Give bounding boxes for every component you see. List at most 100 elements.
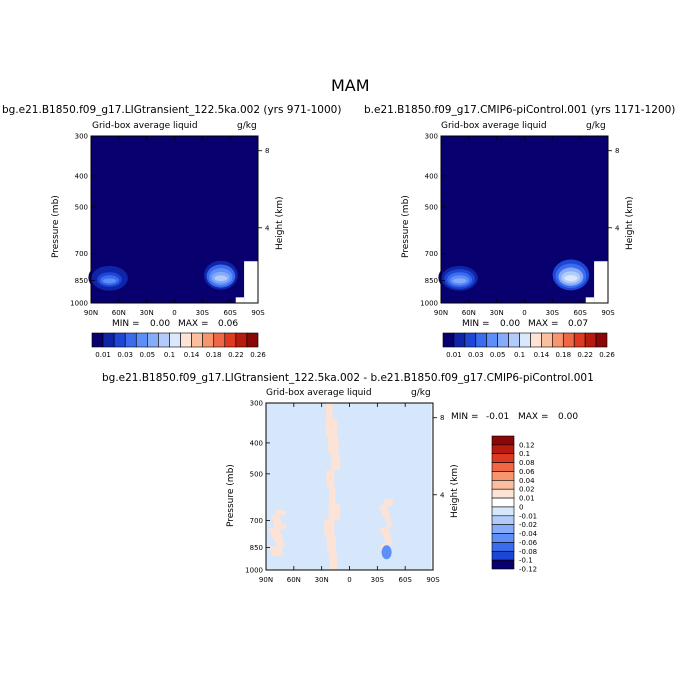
- panel1-colorbar-box: [224, 332, 237, 348]
- panel3-positive-band-1: [275, 510, 286, 516]
- panel3-colorbar-box: [491, 550, 515, 561]
- panel3-plot: [266, 403, 433, 571]
- panel2-colorbar-label: 0.14: [534, 351, 550, 359]
- panel3-positive-band-0: [324, 519, 335, 538]
- panel3-x-tick-label: 30N: [315, 576, 329, 584]
- panel3-positive-band-1: [268, 528, 281, 534]
- panel3-colorbar-label: -0.08: [519, 548, 537, 556]
- panel1-colorbar-label: 0.05: [140, 351, 156, 359]
- panel3-x-tick-label: 30S: [371, 576, 385, 584]
- panel3-units: g/kg: [411, 388, 431, 398]
- panel1-min-label: MIN =: [112, 319, 140, 329]
- panel2-y-tick-label: 300: [425, 133, 438, 141]
- panel2-colorbar-box: [497, 332, 509, 348]
- panel1-x-tick-label: 30S: [196, 309, 210, 317]
- panel3-positive-band-0: [326, 536, 336, 554]
- panel2-masked-region: [594, 261, 608, 303]
- panel1-x-tick-label: 60N: [112, 309, 126, 317]
- panel1-height-tick-label: 8: [265, 147, 269, 155]
- panel3-max-value: 0.00: [558, 412, 579, 422]
- panel1-max-label: MAX =: [178, 319, 209, 329]
- panel3-positive-band-2: [384, 499, 394, 506]
- panel3-positive-band-1: [271, 514, 281, 520]
- panel1-x-tick-label: 90S: [251, 309, 265, 317]
- panel3-positive-band-2: [380, 527, 390, 534]
- panel1-colorbar-box: [169, 332, 181, 348]
- panel1-masked-region: [244, 261, 258, 303]
- panel2-colorbar-box: [486, 332, 498, 348]
- panel2-colorbar-label: 0.1: [514, 351, 525, 359]
- panel3-positive-band-1: [271, 532, 282, 538]
- panel1-y-tick-label: 300: [75, 133, 88, 141]
- panel3-x-tick-label: 0: [347, 576, 351, 584]
- panel1-colorbar-label: 0.26: [250, 351, 266, 359]
- panel2-colorbar-box: [552, 332, 564, 348]
- panel2-colorbar-box: [541, 332, 553, 348]
- panel2-colorbar-box: [562, 332, 575, 348]
- panel2-colorbar-label: 0.03: [468, 351, 484, 359]
- panel1-colorbar-label: 0.03: [117, 351, 133, 359]
- panel3-colorbar-label: 0.1: [519, 450, 530, 458]
- panel3-positive-band-0: [329, 553, 338, 571]
- panel3-x-tick-label: 90N: [259, 576, 273, 584]
- panel3-x-tick-label: 60S: [398, 576, 412, 584]
- panel1-y-tick-label: 400: [75, 172, 88, 180]
- page-title: MAM: [331, 76, 370, 95]
- panel3-positive-band-1: [268, 546, 283, 552]
- panel3-colorbar-label: -0.06: [519, 539, 538, 547]
- panel3-positive-band-2: [382, 510, 390, 517]
- panel3-colorbar-box: [491, 462, 515, 472]
- panel3-colorbar-box: [491, 533, 515, 543]
- panel3-colorbar-label: -0.04: [519, 530, 538, 538]
- panel1-min-value: 0.00: [150, 319, 171, 329]
- panel3-colorbar-box: [491, 524, 515, 534]
- panel2-max-label: MAX =: [528, 319, 559, 329]
- panel3-colorbar-label: 0.12: [519, 441, 535, 449]
- panel3-min-label: MIN =: [451, 412, 479, 422]
- panel2-x-tick-label: 60S: [573, 309, 587, 317]
- panel1-y-tick-label: 850: [75, 277, 88, 285]
- panel1-height-tick-label: 4: [265, 224, 270, 232]
- panel2-x-tick-label: 30S: [546, 309, 560, 317]
- panel3-colorbar-label: -0.12: [519, 566, 537, 574]
- panel1-case-title: bg.e21.B1850.f09_g17.LIGtransient_122.5k…: [2, 104, 342, 116]
- panel3-positive-band-1: [274, 537, 284, 543]
- panel1-colorbar-box: [113, 332, 126, 348]
- panel3-colorbar-box: [491, 559, 515, 570]
- panel2-min-value: 0.00: [500, 319, 521, 329]
- panel2-variable: Grid-box average liquid: [441, 121, 547, 131]
- panel3-colorbar-box: [491, 542, 515, 552]
- panel1-colorbar-label: 0.14: [184, 351, 200, 359]
- panel3-colorbar-label: -0.02: [519, 521, 537, 529]
- panel2-colorbar-label: 0.22: [577, 351, 593, 359]
- panel1-plot: [88, 136, 258, 303]
- panel3-positive-band-1: [276, 541, 285, 547]
- panel3-colorbar-box: [491, 506, 515, 517]
- panel3-x-tick-label: 60N: [287, 576, 301, 584]
- panel3-y-tick-label: 400: [250, 439, 263, 447]
- panel1-colorbar-box: [235, 332, 248, 348]
- panel3-positive-band-0: [328, 503, 341, 521]
- panel3-colorbar-label: 0.02: [519, 486, 535, 494]
- panel1-colorbar-box: [246, 332, 259, 348]
- panel3-positive-band-2: [384, 516, 391, 523]
- panel3-positive-band-0: [325, 419, 338, 437]
- panel1-colorbar-box: [102, 332, 115, 348]
- panel3-colorbar-box: [491, 488, 515, 499]
- panel2-colorbar-box: [464, 332, 477, 348]
- panel3-positive-band-1: [271, 550, 284, 556]
- panel3-colorbar-label: 0.04: [519, 477, 535, 485]
- panel3-colorbar-label: -0.1: [519, 557, 533, 565]
- panel2-colorbar-box: [475, 332, 488, 348]
- panel3-height-tick-label: 4: [440, 491, 445, 499]
- panel1-units: g/kg: [237, 121, 257, 131]
- panel1-colorbar-box: [147, 332, 159, 348]
- panel3-positive-band-0: [326, 469, 335, 487]
- panel3-colorbar-label: 0.06: [519, 468, 535, 476]
- panel3-negative-spot: [381, 545, 392, 560]
- panel3-positive-band-0: [328, 436, 339, 454]
- panel1-colorbar-label: 0.01: [95, 351, 111, 359]
- panel3-positive-band-0: [330, 453, 340, 471]
- panel2-colorbar-box: [595, 332, 608, 348]
